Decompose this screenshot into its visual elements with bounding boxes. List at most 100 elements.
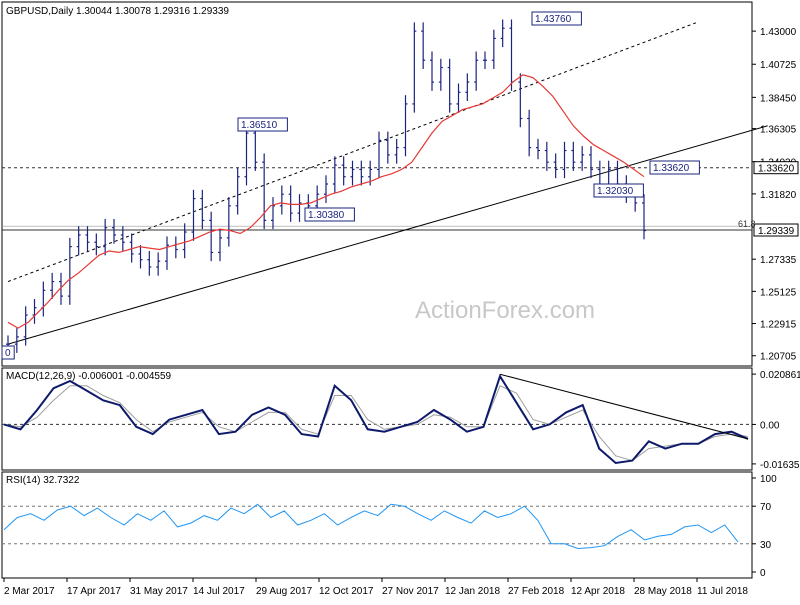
current-price-tag-label: 1.29339 [758, 226, 795, 237]
rsi-panel-frame [1, 471, 753, 579]
rsi-y-tick-label: 30 [760, 540, 772, 551]
ohlc-bar [85, 226, 90, 251]
ohlc-bar [253, 124, 258, 171]
ohlc-bar [147, 250, 152, 276]
ohlc-bar [536, 138, 540, 160]
x-tick-label: 29 Aug 2017 [256, 586, 313, 597]
ohlc-bar [474, 51, 479, 91]
ohlc-bar [447, 58, 452, 113]
watermark: ActionForex.com [415, 297, 595, 324]
current-price-tag-box [753, 223, 799, 237]
ohlc-bar [589, 146, 593, 179]
ohlc-bar [491, 29, 496, 69]
annotation-box [304, 207, 355, 222]
ohlc-bar [288, 185, 293, 222]
x-tick-label: 12 Jan 2018 [445, 586, 500, 597]
price-y-tick-label: 1.36305 [760, 125, 797, 136]
ohlc-bar [324, 175, 328, 203]
ohlc-bar [235, 167, 240, 215]
rsi-y-tick-label: 0 [760, 568, 766, 579]
ohlc-bar [156, 252, 161, 276]
fib-label: 61.8 [738, 219, 756, 229]
annotation-box [593, 183, 644, 198]
ohlc-bar [59, 272, 63, 305]
ohlc-bar [553, 153, 558, 179]
macd-y-tick-label: 0.020861 [760, 370, 800, 381]
ohlc-bar [332, 156, 337, 193]
annotation-box [1, 345, 15, 360]
x-tick-label: 2 Mar 2017 [4, 586, 55, 597]
ohlc-bar [465, 73, 470, 102]
macd-y-tick-label: -0.016357 [760, 460, 800, 471]
level-tag-box [753, 161, 799, 175]
x-tick-label: 12 Apr 2018 [571, 586, 625, 597]
ohlc-bar [94, 233, 99, 256]
ohlc-bar [377, 131, 381, 179]
x-tick-label: 17 Apr 2017 [67, 586, 121, 597]
price-chart-title: GBPUSD,Daily 1.30044 1.30078 1.29316 1.2… [6, 6, 229, 17]
ohlc-bar [218, 229, 222, 262]
annotation-label: 1.36510 [241, 120, 278, 131]
price-y-tick-label: 1.31820 [760, 190, 797, 201]
x-tick-label: 27 Feb 2018 [508, 586, 565, 597]
annotation-label: 1.30380 [308, 210, 345, 221]
x-tick-label: 14 Jul 2017 [193, 586, 245, 597]
macd-y-tick-label: 0.00 [760, 420, 780, 431]
ohlc-bar [350, 160, 355, 186]
ohlc-bar [527, 109, 532, 157]
price-y-tick-label: 1.38450 [760, 93, 797, 104]
ohlc-bar [271, 197, 275, 230]
level-tag-label: 1.33620 [758, 164, 795, 175]
ohlc-bar [544, 141, 549, 171]
ohlc-bar [244, 124, 249, 186]
price-y-tick-label: 1.25125 [760, 287, 797, 298]
ohlc-bar [279, 185, 284, 215]
annotation-label: 1.32030 [597, 186, 634, 197]
trendline-lower-channel [7, 125, 768, 345]
ohlc-bar [562, 141, 567, 179]
ohlc-bar [32, 299, 37, 324]
price-y-tick-label: 1.43000 [760, 27, 797, 38]
ohlc-bar [483, 51, 487, 69]
ohlc-bar [412, 22, 417, 113]
ohlc-bar [138, 245, 143, 269]
ohlc-bar [262, 153, 267, 230]
price-y-tick-label: 1.22915 [760, 320, 797, 331]
ohlc-bar [76, 226, 81, 256]
ohlc-bar [580, 146, 585, 171]
ohlc-bar [500, 19, 505, 48]
ohlc-bar [209, 211, 214, 262]
ohlc-bar [297, 194, 302, 222]
ohlc-bar [341, 156, 346, 186]
ohlc-bar [403, 95, 408, 157]
ohlc-bar [103, 218, 108, 256]
price-y-tick-label: 1.40725 [760, 60, 797, 71]
x-tick-label: 27 Nov 2017 [382, 586, 439, 597]
price-y-tick-label: 1.27335 [760, 255, 797, 266]
ohlc-bar [191, 189, 196, 241]
ohlc-bar [23, 306, 28, 346]
ohlc-bar [200, 189, 205, 230]
ohlc-bar [165, 236, 169, 270]
macd-main-line [3, 373, 749, 465]
rsi-y-tick-label: 70 [760, 502, 772, 513]
ohlc-bar [112, 218, 116, 244]
rsi-line [3, 503, 739, 550]
ohlc-bar [430, 51, 434, 91]
ohlc-bar [385, 131, 390, 164]
annotation-label: 0 [5, 348, 11, 359]
ohlc-bar [67, 237, 72, 305]
ohlc-bar [120, 226, 125, 251]
annotation-box [649, 160, 700, 175]
ohlc-bar [518, 73, 523, 128]
ohlc-bar [438, 58, 443, 91]
ohlc-bar [642, 194, 646, 240]
ohlc-bar [226, 197, 231, 247]
annotation-box [237, 117, 288, 132]
rsi-title: RSI(14) 32.7322 [6, 475, 80, 486]
ohlc-bar [421, 22, 426, 69]
annotation-box [531, 11, 582, 26]
price-y-tick-label: 1.20705 [760, 352, 797, 363]
